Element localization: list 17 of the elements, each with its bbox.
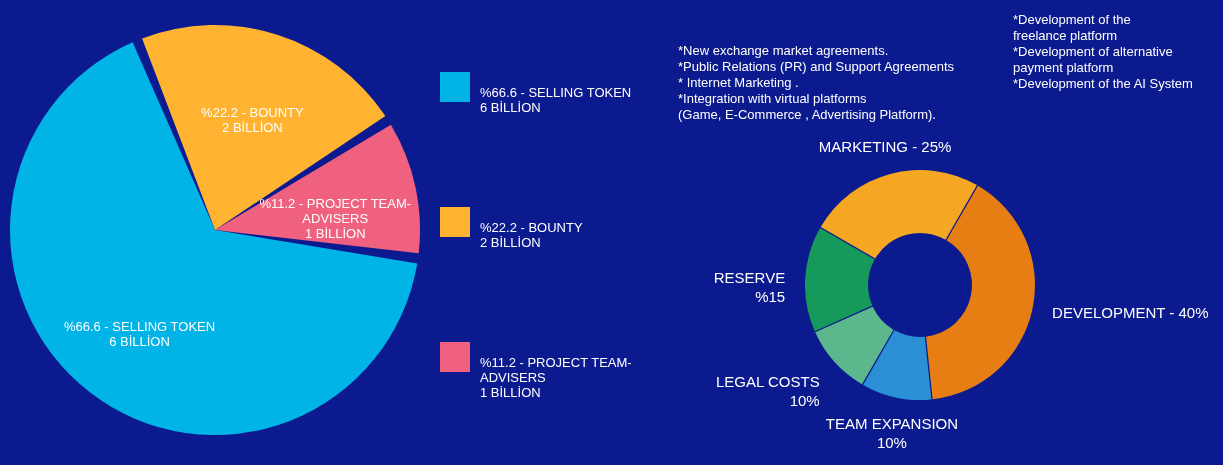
donut-slice [805,228,875,332]
donut-slice [926,185,1035,400]
data-label: %22.2 - BOUNTY 2 BİLLİON [201,104,304,135]
data-label: %11.2 - PROJECT TEAM- ADVISERS 1 BİLLİON [259,196,412,242]
slice-label: MARKETING - 25% [818,137,952,155]
slice-label: LEGAL COSTS 10% [716,373,820,410]
donut-slice [820,170,977,259]
slice-label: TEAM EXPANSION 10% [825,415,959,452]
slice-label: RESERVE %15 [713,268,786,305]
text: *New exchange market agreements. *Public Relations (PR) and Support Agreements * Internet Marketing . *Integration with virtual platforms (Game, E-Commerce , Advertising Platform). [678,43,955,122]
data-label: %66.6 - SELLING TOKEN 6 BİLLİON [63,319,216,350]
text: *Development of the freelance platform *Development of alternative payment platform *Development of the AI System [1013,12,1193,91]
legend-label: %11.2 - PROJECT TEAM- ADVISERS 1 BİLLİON [480,355,632,400]
legend-label: %66.6 - SELLING TOKEN 6 BİLLİON [480,85,632,115]
legend-label: %22.2 - BOUNTY 2 BİLLİON [480,220,583,250]
slice-label: DEVELOPMENT - 40% [1052,304,1209,322]
donut-slice [863,330,932,400]
